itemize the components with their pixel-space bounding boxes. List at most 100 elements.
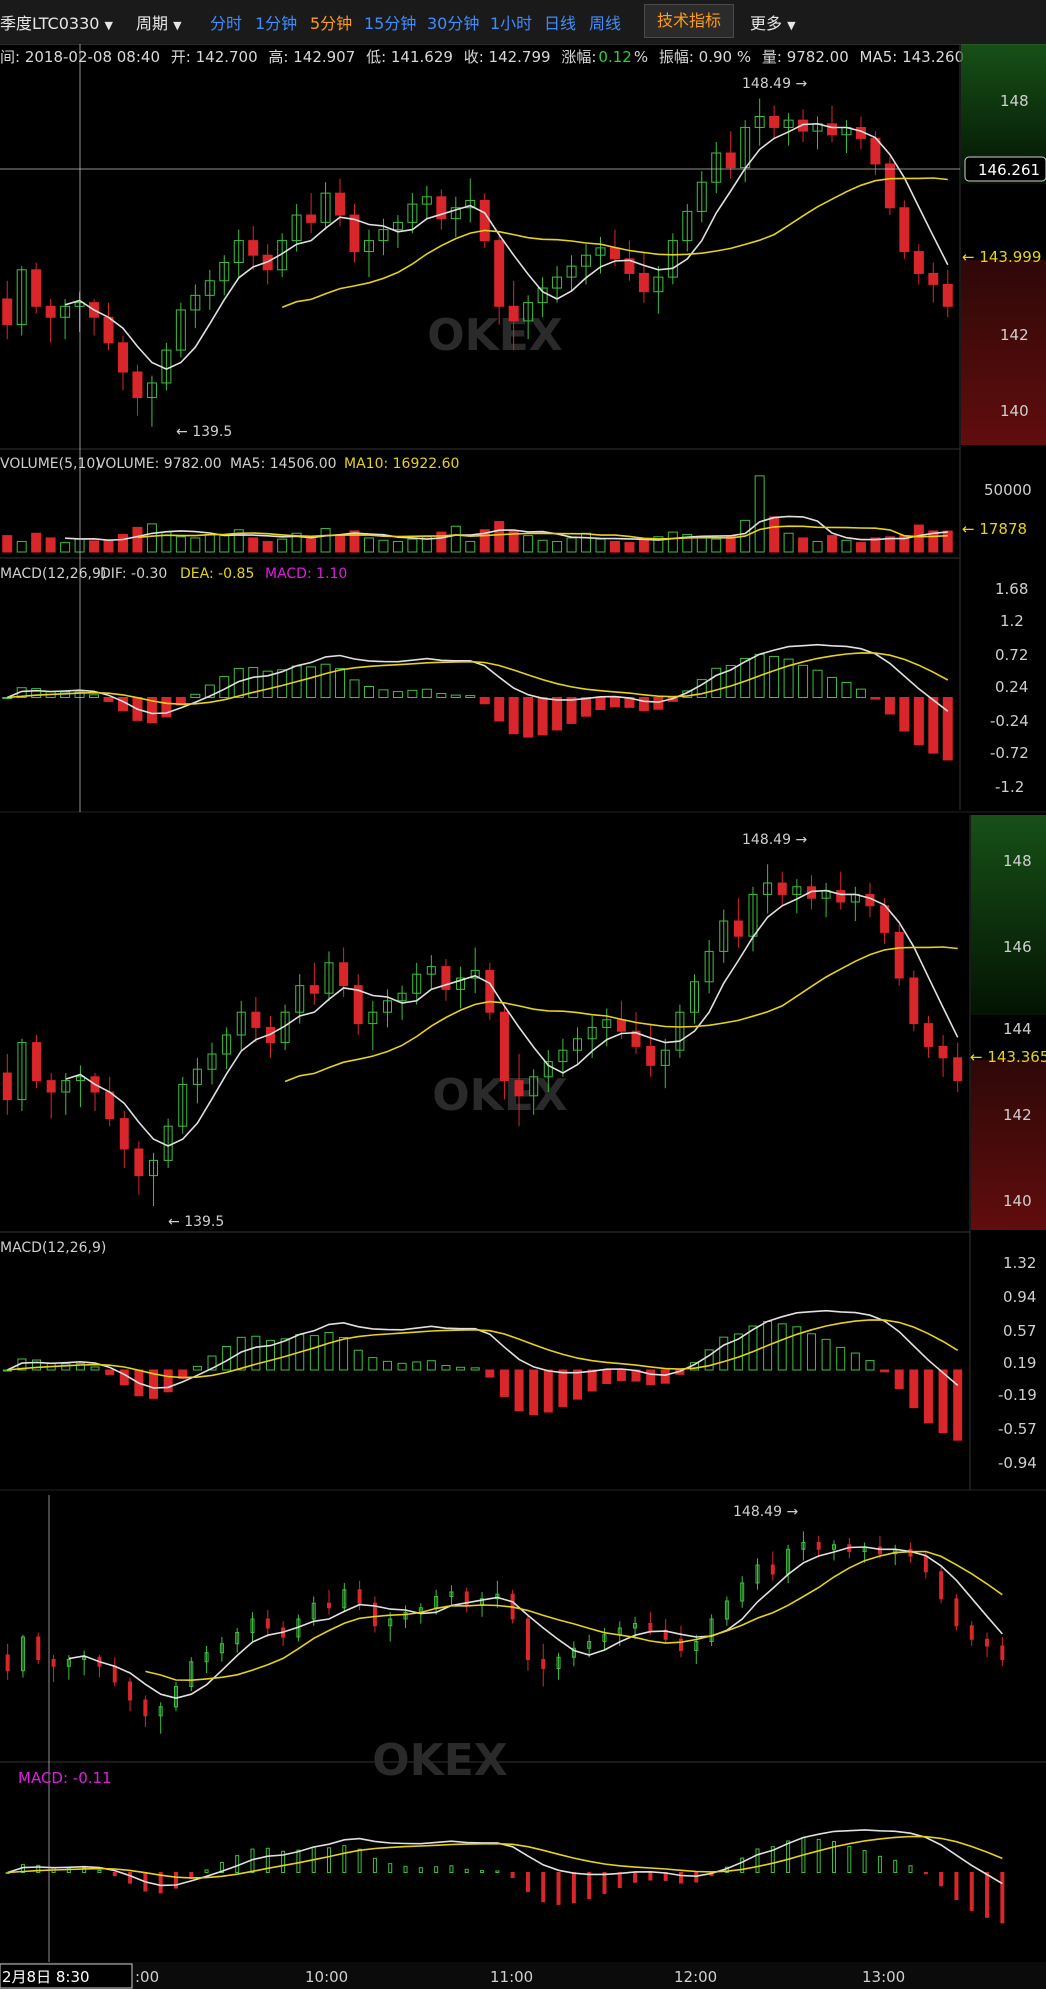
candle-body (763, 882, 773, 895)
macd-bar (128, 1872, 133, 1884)
candle-body (733, 920, 743, 937)
volume-bar (696, 537, 707, 553)
candle-body (357, 1589, 362, 1604)
macd-bar (827, 676, 838, 698)
candle-body (587, 1026, 597, 1040)
p1-current-price: 146.261 (978, 161, 1040, 179)
volume-bar (277, 538, 288, 553)
macd2-lines (6, 1309, 959, 1389)
candle-body (2, 298, 13, 326)
candle-body (581, 254, 592, 267)
candle-body (339, 962, 349, 987)
interval-weekly[interactable]: 周线 (589, 14, 622, 33)
macd3-lines (7, 1829, 1003, 1887)
candle-body (939, 1571, 944, 1600)
candle-body (894, 931, 904, 979)
macd-bar (552, 697, 563, 731)
watermark-3: OKEX (372, 1735, 508, 1786)
volume-bar (335, 535, 346, 553)
symbol-selector[interactable]: 季度LTC0330 ▼ (0, 14, 114, 33)
candle-body (128, 1681, 133, 1701)
m1-ytick: -1.2 (995, 778, 1024, 796)
candle-body (985, 1638, 990, 1647)
interval-30min[interactable]: 30分钟 (427, 14, 480, 33)
candle-body (143, 1699, 148, 1717)
candle-body (899, 207, 910, 253)
macd-bar (192, 1365, 202, 1371)
interval-1min[interactable]: 1分钟 (255, 14, 298, 33)
candle-body (479, 199, 490, 242)
macd-bar (638, 697, 649, 711)
candle-body (954, 1598, 959, 1627)
macd-bar (694, 1872, 699, 1883)
volume-bar (219, 535, 230, 553)
macd-bar (407, 689, 418, 699)
macd-bar (783, 658, 794, 698)
volume-bar (841, 539, 852, 553)
candle-body (616, 1019, 626, 1032)
candle-body (675, 1011, 685, 1051)
m1-ytick: 1.2 (1000, 612, 1024, 630)
time-tick: 10:00 (305, 1968, 348, 1986)
interval-1hour[interactable]: 1小时 (490, 14, 533, 33)
candle-body (222, 1034, 232, 1055)
p2-ytick: 140 (1003, 1192, 1032, 1210)
volume-bar (870, 537, 881, 553)
macd1-lines (6, 643, 949, 715)
candle-body (928, 272, 939, 285)
candle-body (134, 1148, 144, 1177)
macd-bar (97, 1869, 102, 1873)
macd-bar (480, 1870, 485, 1873)
candle-body (877, 1546, 882, 1555)
panel1-axis: 148 142 140 146.261 ← 143.999 148.49 → ←… (176, 76, 1046, 440)
macd-bar (61, 1363, 71, 1371)
interval-fenshi[interactable]: 分时 (210, 14, 243, 33)
volume-bar (913, 524, 924, 553)
candle-body (740, 1582, 745, 1602)
macd-bar (571, 1872, 576, 1904)
technical-indicators-button[interactable]: 技术指标 (644, 4, 734, 38)
candle-body (880, 905, 890, 933)
interval-15min[interactable]: 15分钟 (364, 14, 417, 33)
macd-bar (450, 694, 461, 699)
macd-bar (219, 1861, 224, 1873)
macd-bar (704, 1349, 714, 1371)
panel2-ma-lines (65, 889, 959, 1147)
macd-bar (806, 1333, 816, 1371)
interval-5min[interactable]: 5分钟 (310, 14, 353, 33)
candle-body (923, 1023, 933, 1047)
candle-body (189, 1661, 194, 1687)
candle-body (694, 1641, 699, 1651)
chart-area[interactable]: OKEX OKEX OKEX 148 142 140 146.261 ← 143… (0, 44, 1046, 1989)
macd-bar (508, 697, 519, 735)
candle-body (66, 1659, 71, 1667)
period-selector[interactable]: 周期 ▼ (136, 14, 182, 33)
candle-body (969, 1625, 974, 1640)
volume-bar (306, 536, 317, 553)
candle-body (508, 305, 519, 322)
dif-line (7, 1829, 1003, 1887)
candle-body (660, 1049, 670, 1066)
candle-body (806, 886, 816, 899)
ma20-line (281, 177, 948, 308)
macd1-axis: MACD(12,26,9) DIF: -0.30 DEA: -0.85 MACD… (0, 566, 1029, 796)
p2-max-label: 148.49 → (742, 832, 807, 848)
macd-bar (89, 694, 100, 699)
panel3-axis: 148.49 → MACD: -0.11 (18, 1504, 798, 1787)
macd-bar (646, 1369, 656, 1386)
time-axis: 2月8日 8:30 :00 10:00 11:00 12:00 13:00 (0, 1963, 905, 1989)
volume-bar (537, 539, 548, 553)
interval-daily[interactable]: 日线 (544, 14, 577, 33)
candle-body (46, 1080, 56, 1093)
candle-body (353, 985, 363, 1025)
macd-bar (421, 688, 432, 699)
vol-label-name: VOLUME(5,10) (0, 456, 101, 472)
volume-bar (175, 536, 186, 553)
candle-body (32, 1042, 42, 1082)
candle-body (495, 1593, 500, 1600)
candle-body (368, 1011, 378, 1025)
macd-bar (617, 1872, 622, 1889)
candle-body (16, 269, 27, 326)
candle-body (525, 1618, 530, 1660)
more-menu[interactable]: 更多 ▼ (750, 14, 796, 33)
